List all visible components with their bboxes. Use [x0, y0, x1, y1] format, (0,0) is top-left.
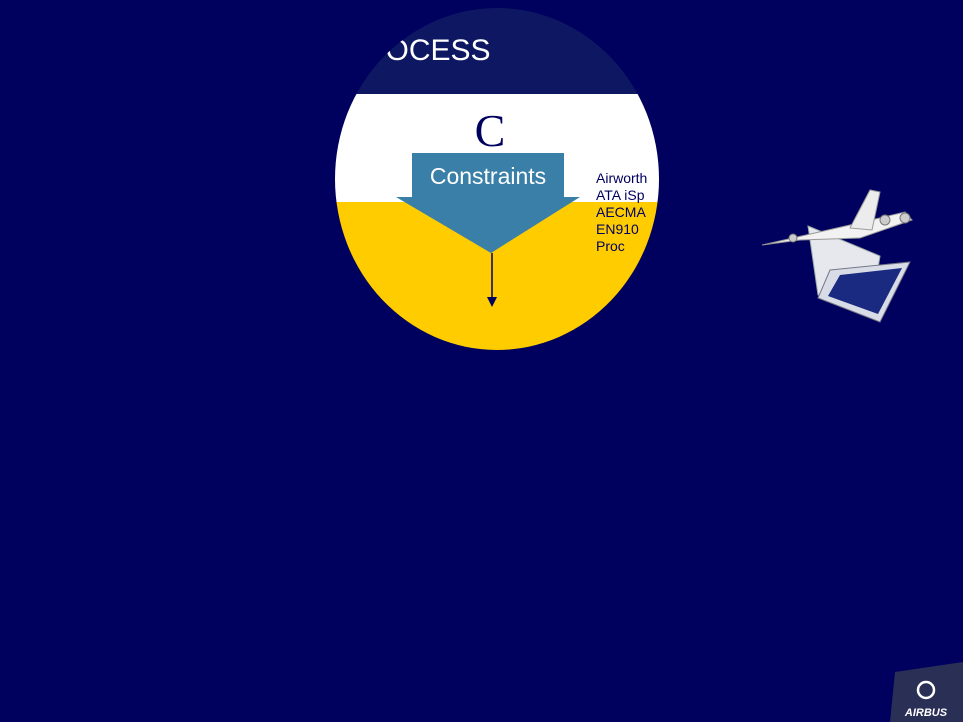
slide: OCESS C Airworth ATA iSp AECMA EN910 Pro…	[0, 0, 963, 722]
engine	[900, 213, 910, 223]
engine	[880, 215, 890, 225]
logo-text: AIRBUS	[904, 707, 948, 719]
letter: C	[475, 105, 506, 156]
arrow-label: Constraints	[430, 163, 546, 189]
list-item: AECMA	[596, 204, 646, 220]
engine	[789, 234, 797, 242]
list-item: EN910	[596, 221, 639, 237]
list-item: Proc	[596, 238, 625, 254]
list-item: Airworth	[596, 170, 647, 186]
list-item: ATA iSp	[596, 187, 645, 203]
